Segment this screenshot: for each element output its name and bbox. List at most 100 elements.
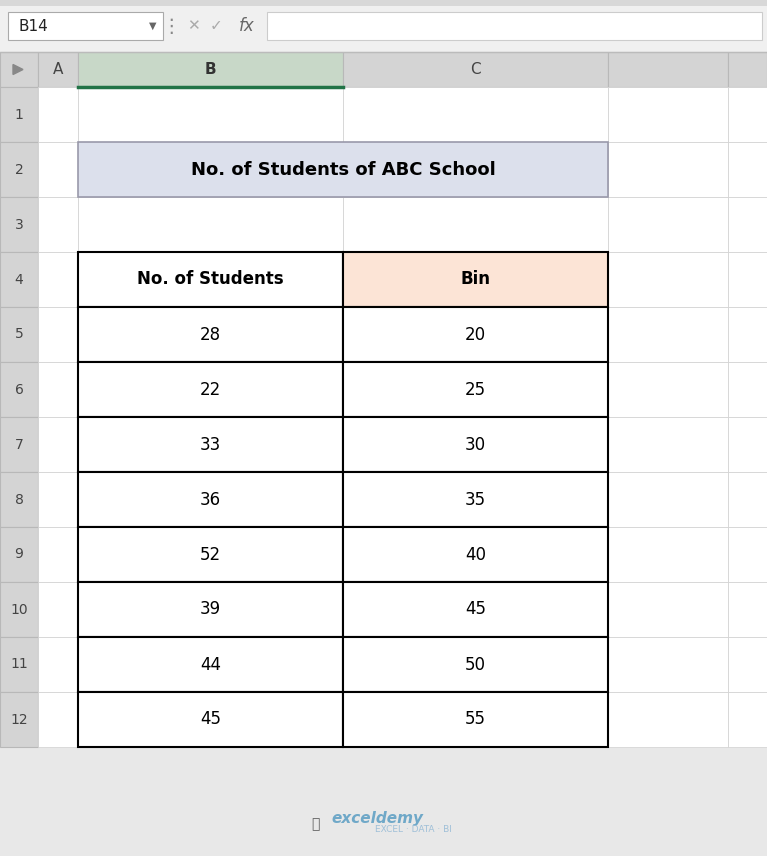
- Text: 25: 25: [465, 381, 486, 399]
- Text: 28: 28: [200, 325, 221, 343]
- Bar: [0, 0, 767, 6]
- Text: 55: 55: [465, 710, 486, 728]
- Text: 52: 52: [200, 545, 221, 563]
- Text: 20: 20: [465, 325, 486, 343]
- Bar: [78, 252, 343, 307]
- Bar: [78, 472, 343, 527]
- Bar: [78, 582, 343, 637]
- Bar: [343, 637, 608, 692]
- Text: 4: 4: [15, 272, 23, 287]
- Text: 44: 44: [200, 656, 221, 674]
- Bar: [78, 307, 343, 362]
- Bar: [728, 582, 767, 637]
- Bar: [38, 417, 78, 472]
- Bar: [343, 527, 608, 582]
- Bar: [343, 692, 608, 747]
- Bar: [343, 362, 608, 417]
- Text: 12: 12: [10, 712, 28, 727]
- Text: 🔵: 🔵: [311, 817, 320, 831]
- Text: 10: 10: [10, 603, 28, 616]
- Text: B14: B14: [18, 19, 48, 33]
- Bar: [608, 692, 728, 747]
- Bar: [78, 637, 343, 692]
- Bar: [78, 417, 343, 472]
- Bar: [38, 252, 78, 307]
- Bar: [0, 692, 38, 747]
- Bar: [343, 252, 608, 307]
- Bar: [343, 527, 608, 582]
- Text: Bin: Bin: [460, 270, 491, 288]
- Bar: [343, 252, 608, 307]
- Text: 8: 8: [15, 492, 24, 507]
- Text: No. of Students of ABC School: No. of Students of ABC School: [191, 161, 495, 179]
- Text: ⋮: ⋮: [161, 16, 181, 35]
- Bar: [728, 87, 767, 142]
- Bar: [0, 582, 38, 637]
- Text: ✓: ✓: [209, 19, 222, 33]
- Bar: [78, 527, 343, 582]
- Bar: [38, 692, 78, 747]
- Bar: [0, 252, 38, 307]
- Bar: [38, 307, 78, 362]
- Bar: [0, 87, 38, 142]
- Bar: [78, 527, 343, 582]
- Text: 11: 11: [10, 657, 28, 671]
- Bar: [0, 197, 38, 252]
- Text: 33: 33: [200, 436, 221, 454]
- Text: 1: 1: [15, 108, 24, 122]
- Text: 35: 35: [465, 490, 486, 508]
- Text: 45: 45: [200, 710, 221, 728]
- Bar: [38, 87, 78, 142]
- Bar: [608, 142, 728, 197]
- Bar: [78, 142, 608, 197]
- Bar: [0, 142, 38, 197]
- Text: 7: 7: [15, 437, 23, 451]
- Bar: [608, 637, 728, 692]
- Bar: [728, 142, 767, 197]
- Bar: [78, 52, 343, 87]
- Text: No. of Students: No. of Students: [137, 270, 284, 288]
- Bar: [728, 362, 767, 417]
- Text: exceldemy: exceldemy: [331, 811, 423, 827]
- Text: 22: 22: [200, 381, 221, 399]
- Bar: [78, 582, 343, 637]
- Bar: [0, 362, 38, 417]
- Bar: [728, 307, 767, 362]
- Polygon shape: [13, 64, 23, 74]
- Bar: [0, 417, 38, 472]
- Bar: [728, 417, 767, 472]
- Bar: [343, 692, 608, 747]
- Bar: [0, 472, 38, 527]
- Bar: [38, 582, 78, 637]
- Bar: [343, 582, 608, 637]
- Text: 6: 6: [15, 383, 24, 396]
- Bar: [608, 307, 728, 362]
- Bar: [78, 362, 343, 417]
- Text: ✕: ✕: [186, 19, 199, 33]
- Text: 40: 40: [465, 545, 486, 563]
- Bar: [343, 582, 608, 637]
- Bar: [78, 307, 343, 362]
- Text: 30: 30: [465, 436, 486, 454]
- Text: A: A: [53, 62, 63, 77]
- Bar: [728, 197, 767, 252]
- Bar: [343, 637, 608, 692]
- Bar: [728, 637, 767, 692]
- Bar: [78, 637, 343, 692]
- Bar: [78, 197, 343, 252]
- Bar: [0, 637, 38, 692]
- Text: 50: 50: [465, 656, 486, 674]
- Text: 45: 45: [465, 601, 486, 619]
- Text: fx: fx: [239, 17, 255, 35]
- Bar: [343, 472, 608, 527]
- Bar: [343, 417, 608, 472]
- Text: 2: 2: [15, 163, 23, 176]
- Bar: [608, 362, 728, 417]
- Bar: [38, 637, 78, 692]
- Bar: [8, 12, 163, 40]
- Bar: [608, 527, 728, 582]
- Bar: [38, 472, 78, 527]
- Bar: [608, 417, 728, 472]
- Text: 39: 39: [200, 601, 221, 619]
- Bar: [608, 197, 728, 252]
